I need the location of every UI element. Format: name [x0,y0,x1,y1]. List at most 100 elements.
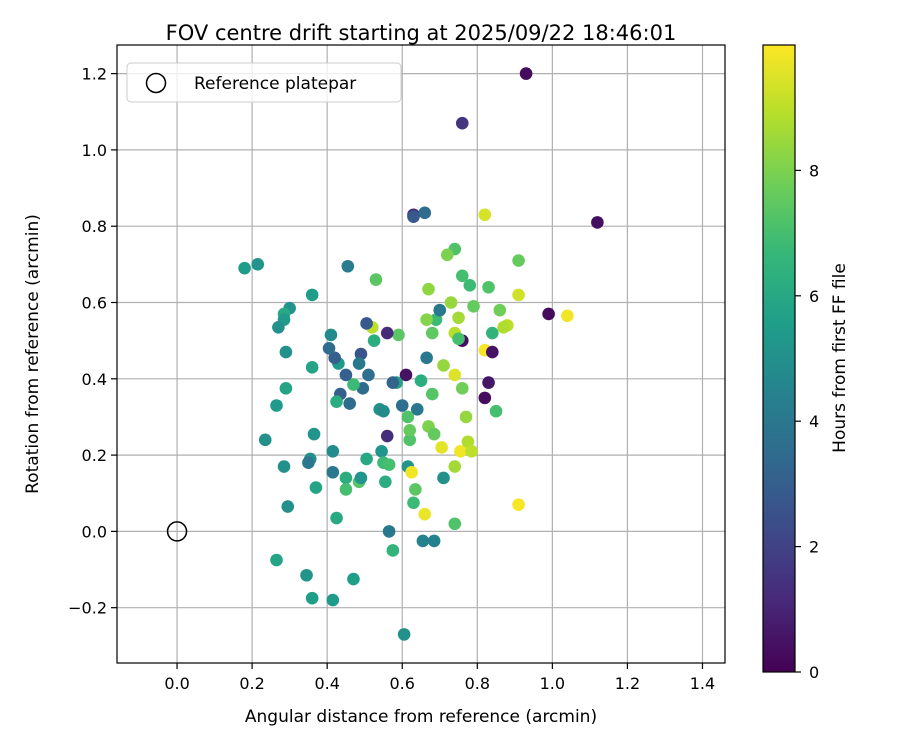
data-point [360,317,373,330]
y-axis-label: Rotation from reference (arcmin) [23,214,43,494]
data-point [347,378,360,391]
y-tick-label: 0.6 [82,294,107,313]
colorbar-tick-label: 8 [809,161,819,180]
grid-lines [117,45,725,663]
data-point [512,288,525,302]
data-point [478,391,492,405]
data-point [270,399,283,412]
y-tick-label: 0.4 [82,370,107,389]
data-point [324,328,338,342]
y-tick-label: 1.0 [82,141,107,160]
y-tick-label: 1.2 [82,65,107,84]
data-point [444,296,458,309]
colorbar-tick-label: 0 [809,663,819,682]
colorbar-ticks: 0 2 4 6 8 [795,161,819,682]
data-point [437,359,450,372]
data-point [486,326,499,340]
data-point [309,481,323,494]
data-point [561,309,574,323]
data-point [352,357,366,370]
data-point [409,483,422,496]
data-point [420,313,433,326]
data-point [486,345,499,359]
data-point [401,410,415,424]
data-point [379,475,392,489]
data-point [448,368,462,382]
data-point [405,465,418,479]
data-point [326,444,340,458]
x-tick-label: 1.0 [540,674,565,693]
data-point [407,496,420,510]
data-point [455,382,469,395]
data-point [454,444,467,458]
data-point [339,368,353,382]
data-point [429,313,443,326]
data-point [403,433,417,447]
data-point [339,483,353,496]
data-point [478,208,492,222]
data-point [386,376,400,389]
data-point [489,404,503,418]
legend-label: Reference platepar [194,74,356,94]
data-point [380,429,394,443]
data-point [420,351,433,365]
data-point [326,593,340,607]
data-point [519,67,533,80]
data-point [455,269,469,283]
data-point [279,382,293,395]
data-point [251,258,265,271]
data-point [375,444,388,458]
data-point [270,553,283,567]
data-point [427,534,441,548]
data-point [380,326,394,340]
data-point [326,465,340,479]
data-point [339,471,353,485]
data-point [369,273,383,286]
data-point [512,254,525,267]
data-point [452,332,465,346]
x-tick-label: 0.4 [314,674,339,693]
chart-title: FOV centre drift starting at 2025/09/22 … [166,21,677,45]
data-point [459,410,473,424]
legend-marker [145,72,167,94]
data-point [354,347,368,361]
colorbar-tick-label: 4 [809,412,819,431]
data-point [343,397,356,410]
data-point [330,511,343,525]
data-point [407,210,420,223]
data-point [414,374,428,388]
data-point [377,404,390,418]
data-point [238,261,251,275]
data-point [461,435,475,449]
data-point [382,458,396,471]
data-point [300,568,313,582]
x-axis-label: Angular distance from reference (arcmin) [245,707,597,727]
x-tick-label: 0.0 [164,674,189,693]
data-point [422,282,435,296]
legend: Reference platepar [126,62,402,103]
data-point [305,361,319,374]
data-point [448,517,462,531]
data-point [448,460,462,473]
data-point [493,303,507,317]
data-point [382,525,396,538]
x-tick-label: 1.4 [690,674,715,693]
scatter-points [166,67,604,641]
axis-ticks: 0.0 0.2 0.4 0.6 0.8 1.0 1.2 1.4 −0.2 0.0 0.2 0.4 0.6… [68,65,715,693]
data-point [455,116,469,130]
data-point [362,368,375,382]
x-tick-label: 0.2 [239,674,264,693]
data-point [497,320,510,334]
data-point [452,311,465,325]
data-point [403,423,417,437]
data-point [395,399,409,412]
data-point [258,433,272,447]
y-tick-label: 0.0 [82,522,107,541]
y-tick-label: 0.2 [82,446,107,465]
data-point [399,368,413,382]
reference-point-marker [166,521,188,542]
x-tick-label: 0.6 [390,674,415,693]
data-point [279,345,293,359]
data-point [397,628,411,641]
data-point [425,326,439,340]
